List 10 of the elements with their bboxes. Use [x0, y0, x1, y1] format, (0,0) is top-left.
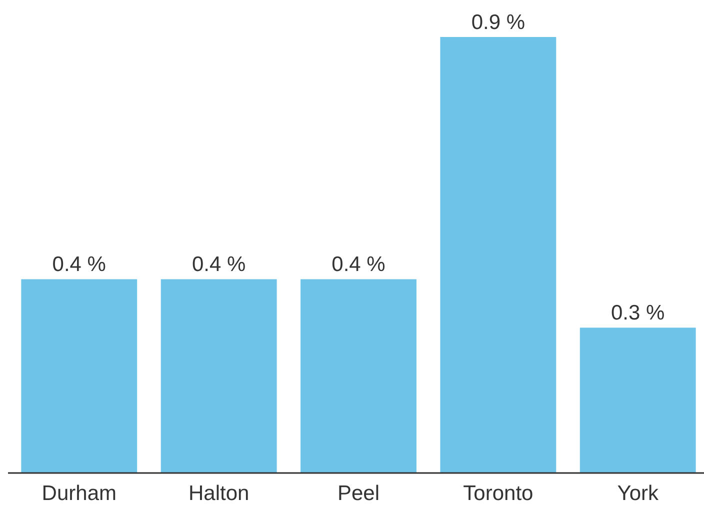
x-tick-label: Durham — [42, 482, 116, 505]
x-tick-label: Peel — [337, 482, 380, 505]
data-label: 0.4 % — [52, 253, 106, 276]
data-label: 0.3 % — [611, 302, 665, 325]
x-tick-label: York — [617, 482, 659, 505]
x-tick-label: Halton — [188, 482, 250, 505]
data-label: 0.9 % — [471, 11, 526, 34]
data-label: 0.4 % — [332, 253, 386, 276]
x-tick-label: Toronto — [463, 482, 534, 505]
data-label: 0.4 % — [192, 253, 246, 276]
